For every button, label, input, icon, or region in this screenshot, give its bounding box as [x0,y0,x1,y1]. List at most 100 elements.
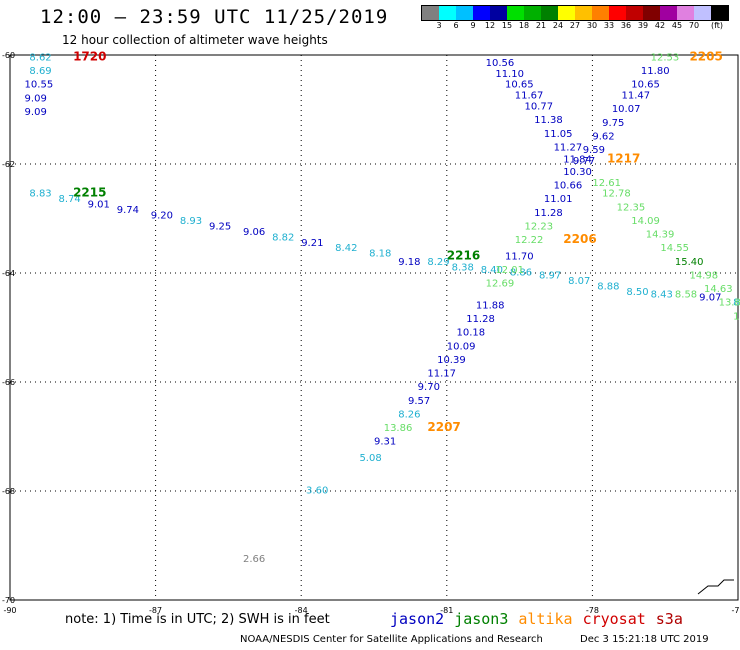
wave-height-label: 11.05 [544,129,573,140]
legend-swatch [711,6,728,20]
wave-height-label: 5.08 [359,453,381,464]
wave-height-label: 8.74 [59,194,81,205]
wave-height-label: 11.10 [495,69,524,80]
x-tick-label: -87 [149,606,162,615]
pass-time-label: 2205 [689,49,722,63]
wave-height-label: 8.69 [29,66,51,77]
wave-height-label: 12.53 [651,52,680,63]
wave-height-label: 8.43 [651,290,673,301]
wave-height-label: 12.22 [515,235,544,246]
page-title: 12:00 – 23:59 UTC 11/25/2019 [40,6,389,28]
wave-height-label: 8.62 [29,52,51,63]
coastline [697,579,734,595]
x-tick-label: -78 [586,606,599,615]
wave-height-label: 11.17 [427,369,456,380]
wave-height-label: 14.98 [689,270,718,281]
wave-height-label: 13.83 [719,298,740,309]
x-tick-label: -81 [440,606,453,615]
wave-height-label: 10.07 [612,104,641,115]
legend-swatch [592,6,609,20]
wave-height-label: 12.61 [592,178,621,189]
legend-swatch [473,6,490,20]
wave-height-label: 9.31 [374,437,396,448]
color-scale-unit: (ft) [711,21,724,30]
y-tick-label: -70 [2,596,15,605]
wave-height-label: 11.84 [563,154,592,165]
pass-time-label: 2206 [563,232,596,246]
wave-height-label: 10.09 [447,341,476,352]
legend-tick-label: 36 [620,21,632,30]
wave-height-label: 8.93 [180,216,202,227]
legend-swatch [660,6,677,20]
legend-swatch [524,6,541,20]
legend-swatch [626,6,643,20]
legend-tick-label: 30 [586,21,598,30]
wave-height-label: 9.25 [209,221,231,232]
legend-tick-label: 70 [688,21,700,30]
legend-tick-label: 42 [654,21,666,30]
wave-height-label: 10.55 [25,80,54,91]
pass-time-label: 2207 [427,420,460,434]
wave-height-label: 8.58 [675,290,697,301]
legend-tick-label: 15 [501,21,513,30]
satellite-legend: jason2 jason3 altika cryosat s3a [390,610,693,628]
y-tick-label: -66 [2,378,15,387]
wave-height-label: 8.40 [481,265,503,276]
pass-time-label: 2215 [73,186,106,200]
legend-tick-label: 18 [518,21,530,30]
wave-height-label: 11.47 [622,91,651,102]
legend-swatch [456,6,473,20]
wave-height-label: 13.86 [384,423,413,434]
wave-height-label: 8.50 [626,287,648,298]
x-tick-label: -75 [731,606,740,615]
wave-height-label: 11.27 [554,142,583,153]
satellite-legend-jason3: jason3 [454,610,509,628]
wave-height-label: 12.01 [495,265,524,276]
legend-tick-label: 3 [436,21,442,30]
wave-height-label: 14.09 [631,216,660,227]
legend-swatch [507,6,524,20]
legend-swatch [609,6,626,20]
pass-time-label: 1217 [607,151,640,165]
wave-height-label: 2.66 [243,554,265,565]
wave-height-label: 8.38 [452,262,474,273]
footer-note: note: 1) Time is in UTC; 2) SWH is in fe… [65,612,330,627]
wave-height-label: 9.70 [418,382,440,393]
wave-height-label: 11.88 [476,300,505,311]
wave-height-label: 10.66 [554,181,583,192]
wave-height-label: 10.39 [437,355,466,366]
satellite-legend-jason2: jason2 [390,610,445,628]
wave-height-label: 9.75 [602,118,624,129]
wave-height-label: 8.07 [568,276,590,287]
wave-height-label: 8.82 [272,232,294,243]
wave-height-label: 10.65 [505,80,534,91]
wave-height-label: 14.55 [660,243,689,254]
y-tick-label: -64 [2,269,15,278]
wave-height-label: 8.18 [369,249,391,260]
pass-time-label: 1720 [73,49,106,63]
wave-height-label: 9.21 [301,238,323,249]
x-tick-label: -90 [3,606,16,615]
wave-height-label: 9.09 [25,107,47,118]
wave-height-label: 12.69 [486,279,515,290]
wave-height-label: 9.06 [243,227,265,238]
wave-height-label: 11.70 [505,251,534,262]
pass-time-label: 2216 [447,248,480,262]
y-tick-label: -68 [2,487,15,496]
wave-height-label: 10.30 [563,167,592,178]
legend-swatch [677,6,694,20]
wave-height-label: 11.67 [515,91,544,102]
legend-swatch [439,6,456,20]
wave-height-label: 9.09 [25,93,47,104]
wave-height-label: 9.62 [592,131,614,142]
wave-height-label: 9.57 [408,396,430,407]
wave-height-label: 15.40 [675,257,704,268]
wave-height-label: 14.63 [704,284,733,295]
wave-height-label: 11.28 [466,314,495,325]
legend-swatch [643,6,660,20]
wave-height-label: 12.78 [602,189,631,200]
color-scale-legend [421,5,729,21]
legend-tick-label: 12 [484,21,496,30]
legend-swatch [558,6,575,20]
